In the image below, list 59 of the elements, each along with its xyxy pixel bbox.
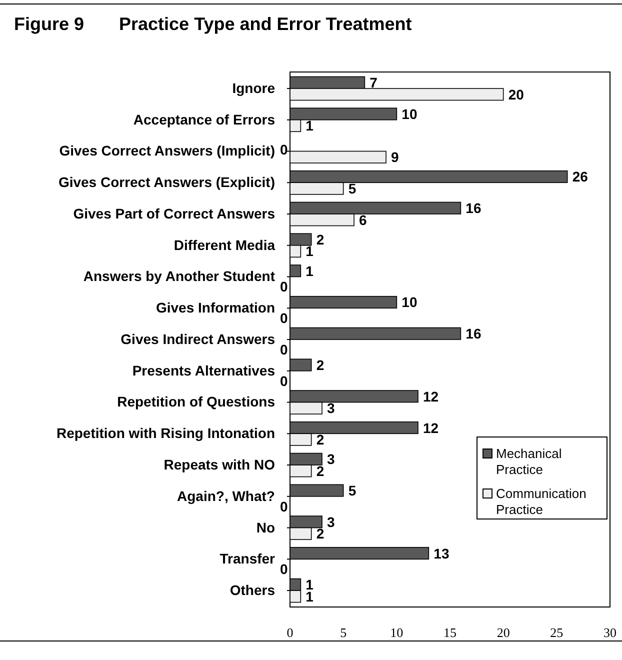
data-label: 0	[280, 372, 288, 389]
x-tick-label: 10	[390, 625, 404, 640]
y-tick-label: No	[256, 519, 275, 536]
legend-label: Communication Practice	[496, 486, 586, 517]
data-label: 16	[466, 200, 482, 216]
x-tick-label: 0	[286, 625, 294, 640]
y-tick-label: Different Media	[174, 236, 276, 253]
data-label: 16	[466, 326, 482, 342]
data-label: 3	[327, 514, 335, 530]
data-label: 0	[280, 341, 288, 358]
data-label: 0	[280, 141, 288, 158]
data-label: 20	[508, 86, 524, 102]
data-label: 5	[348, 482, 356, 499]
y-tick-label: Acceptance of Errors	[133, 111, 276, 128]
data-label: 0	[280, 310, 288, 326]
y-tick-label: Others	[230, 582, 276, 598]
data-label: 0	[280, 561, 288, 578]
data-label: 12	[423, 420, 439, 436]
y-tick-label: Repetition of Questions	[117, 394, 276, 410]
y-tick-label: Presents Alternatives	[132, 362, 276, 378]
data-label: 9	[391, 149, 399, 166]
data-label: 3	[327, 451, 335, 468]
data-label: 0	[280, 278, 288, 295]
data-label: 7	[370, 74, 378, 91]
data-label: 2	[316, 462, 324, 479]
data-label: 6	[359, 212, 367, 228]
legend-label: Mechanical Practice	[496, 446, 562, 477]
data-label: 3	[327, 400, 335, 416]
y-tick-label: Gives Indirect Answers	[120, 330, 276, 347]
y-tick-label: Gives Part of Correct Answers	[73, 205, 276, 222]
y-tick-label: Ignore	[232, 80, 276, 96]
data-label: 5	[348, 180, 356, 196]
data-label: 2	[316, 231, 324, 248]
data-label: 0	[280, 498, 288, 514]
x-tick-label: 25	[550, 625, 564, 640]
y-tick-label: Transfer	[220, 550, 276, 567]
chart-title: Figure 9 Practice Type and Error Treatment	[14, 14, 412, 34]
data-label: 26	[572, 168, 588, 185]
data-label: 1	[306, 243, 314, 260]
data-label: 2	[316, 526, 324, 542]
y-tick-label: Gives Correct Answers (Explicit)	[58, 174, 275, 190]
data-label: 13	[434, 545, 450, 562]
y-tick-label: Answers by Another Student	[83, 268, 276, 284]
y-tick-label: Gives Correct Answers (Implicit)	[59, 142, 275, 159]
data-label: 10	[402, 106, 418, 122]
y-tick-label: Repetition with Rising Intonation	[56, 425, 275, 442]
data-label: 12	[423, 388, 439, 404]
data-label: 1	[306, 262, 314, 279]
y-tick-label: Gives Information	[156, 300, 275, 316]
x-tick-label: 20	[496, 625, 510, 640]
data-label: 2	[316, 432, 324, 448]
data-label: 2	[316, 356, 324, 373]
x-tick-label: 5	[340, 625, 347, 640]
data-label: 1	[306, 118, 314, 134]
x-tick-label: 30	[604, 625, 616, 640]
x-tick-label: 15	[444, 625, 456, 640]
data-label: 10	[402, 294, 418, 310]
y-tick-label: Again?, What?	[177, 488, 275, 504]
y-tick-label: Repeats with NO	[164, 456, 276, 472]
